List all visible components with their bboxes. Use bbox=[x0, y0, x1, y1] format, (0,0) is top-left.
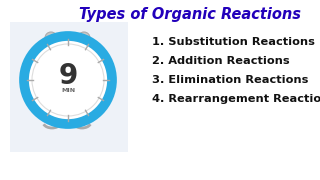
Text: Types of Organic Reactions: Types of Organic Reactions bbox=[79, 6, 301, 21]
Circle shape bbox=[32, 44, 104, 116]
Circle shape bbox=[78, 32, 90, 44]
Text: MIN: MIN bbox=[61, 89, 75, 93]
Text: 1. Substitution Reactions: 1. Substitution Reactions bbox=[152, 37, 315, 47]
Text: 4. Rearrangement Reactions: 4. Rearrangement Reactions bbox=[152, 94, 320, 104]
Text: 3. Elimination Reactions: 3. Elimination Reactions bbox=[152, 75, 308, 85]
Circle shape bbox=[24, 36, 112, 124]
Text: 2. Addition Reactions: 2. Addition Reactions bbox=[152, 56, 290, 66]
FancyBboxPatch shape bbox=[10, 22, 128, 152]
Text: 9: 9 bbox=[58, 62, 78, 90]
Circle shape bbox=[45, 32, 57, 44]
